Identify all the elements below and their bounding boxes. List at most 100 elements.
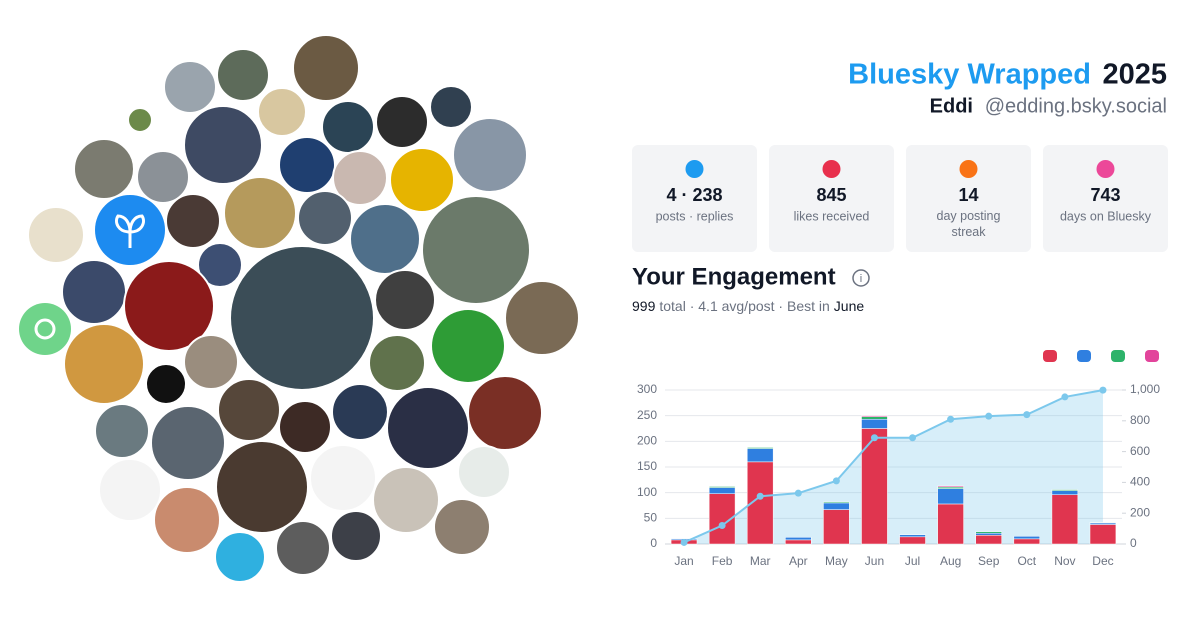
x-tick-label: Jul: [905, 554, 920, 568]
x-tick-label: Apr: [789, 554, 808, 568]
total: 999: [632, 298, 656, 314]
avatar: [278, 136, 336, 194]
bar-segment: [823, 502, 850, 510]
line-point: [756, 492, 764, 500]
line-point: [985, 412, 993, 420]
bar-segment: [937, 485, 964, 488]
avatar: [183, 105, 263, 185]
avatar: [332, 150, 388, 206]
legend-icon[interactable]: [1043, 350, 1057, 362]
bar-segment: [1051, 489, 1079, 491]
stat-label: day posting streak: [937, 209, 1001, 239]
avatar: [183, 334, 239, 390]
x-tick-label: Jan: [674, 554, 693, 568]
avatar: [150, 405, 226, 481]
avatar: [216, 48, 270, 102]
x-tick-label: Mar: [750, 554, 771, 568]
bar-segment: [747, 448, 774, 463]
legend-icon[interactable]: [1077, 350, 1091, 362]
avatar: [321, 100, 375, 154]
x-tick-label: Dec: [1092, 554, 1113, 568]
avatar: [217, 378, 281, 442]
bar-segment: [899, 536, 926, 545]
bar-segment: [1051, 494, 1079, 545]
legend-icon[interactable]: [1111, 350, 1125, 362]
y2-tick-label: 0: [1130, 536, 1137, 550]
stat-value: 4 · 238: [666, 185, 722, 205]
stat-label-line: day posting: [937, 209, 1001, 223]
avatar: [433, 498, 491, 556]
bar-segment: [1013, 536, 1040, 540]
avatar: [452, 117, 528, 193]
y-tick-label: 250: [637, 408, 657, 422]
summary: 999 total · 4.1 avg/post · Best in June: [632, 298, 864, 314]
x-tick-label: Feb: [712, 554, 733, 568]
legend-icon[interactable]: [1145, 350, 1159, 362]
bar-segment: [861, 416, 888, 420]
title: Bluesky Wrapped: [848, 59, 1091, 91]
stat-label: posts · replies: [656, 209, 734, 223]
y-tick-label: 200: [637, 434, 657, 448]
bar-segment: [861, 428, 888, 545]
avatar: [330, 510, 382, 562]
avatar: [309, 444, 377, 512]
bar-segment: [975, 532, 1002, 536]
bar-segment: [1013, 538, 1040, 545]
bar-segment: [1051, 490, 1079, 495]
info-icon[interactable]: [852, 269, 870, 287]
bar-segment: [937, 488, 964, 505]
avatar: [98, 458, 162, 522]
avatar: [429, 85, 473, 129]
bar-segment: [861, 419, 888, 429]
avatar: [275, 520, 331, 576]
x-tick-label: Aug: [940, 554, 961, 568]
avatar: [229, 245, 375, 391]
line-point: [947, 415, 955, 423]
best-month: June: [834, 298, 865, 314]
avatar: [223, 176, 297, 250]
bar-segment: [747, 447, 774, 449]
stat-card: [1043, 145, 1168, 252]
bar-segment: [975, 535, 1002, 545]
stat-value: 845: [816, 185, 846, 205]
bar-segment: [899, 534, 926, 538]
avatar: [73, 138, 135, 200]
bar-segment: [1089, 522, 1117, 524]
avatar: [123, 260, 215, 352]
line-point: [870, 434, 878, 442]
engagement-chart: 0 50 100 150 200 250 300 0 200 400 600 800 1,000 Jan F…: [637, 350, 1160, 568]
line-point: [1023, 411, 1031, 419]
avatar: [349, 203, 421, 275]
bar-segment: [861, 415, 888, 417]
avatar: [197, 242, 243, 288]
line-point: [794, 489, 802, 497]
y-tick-label: 0: [650, 536, 657, 550]
y2-tick-label: 400: [1130, 475, 1150, 489]
line-point: [718, 522, 726, 530]
y2-tick-label: 800: [1130, 413, 1150, 427]
y-tick-label: 300: [637, 382, 657, 396]
stat-card: [906, 145, 1031, 252]
avatar: [372, 466, 440, 534]
y2-tick-label: 200: [1130, 505, 1150, 519]
line-point: [909, 434, 917, 442]
y-tick-label: 50: [644, 511, 658, 525]
y2-tick-label: 600: [1130, 444, 1150, 458]
avatar: [94, 403, 150, 459]
stat-icon: [1096, 160, 1115, 178]
avatar: [145, 363, 187, 405]
summary-text: total · 4.1 avg/post · Best in: [659, 298, 829, 314]
info-i: i: [860, 273, 862, 285]
bar-segment: [937, 503, 964, 545]
b-avatar: [432, 310, 504, 382]
avatar: [136, 150, 190, 204]
line: [683, 389, 1104, 544]
avatar: [374, 269, 436, 331]
stat-card: [632, 145, 757, 252]
display-name: Eddi: [930, 95, 973, 117]
bar-segment: [785, 537, 812, 541]
section-title: Your Engagement: [632, 263, 836, 290]
avatar: [467, 375, 543, 451]
stat-label-line: streak: [951, 225, 986, 239]
stat-card: [769, 145, 894, 252]
